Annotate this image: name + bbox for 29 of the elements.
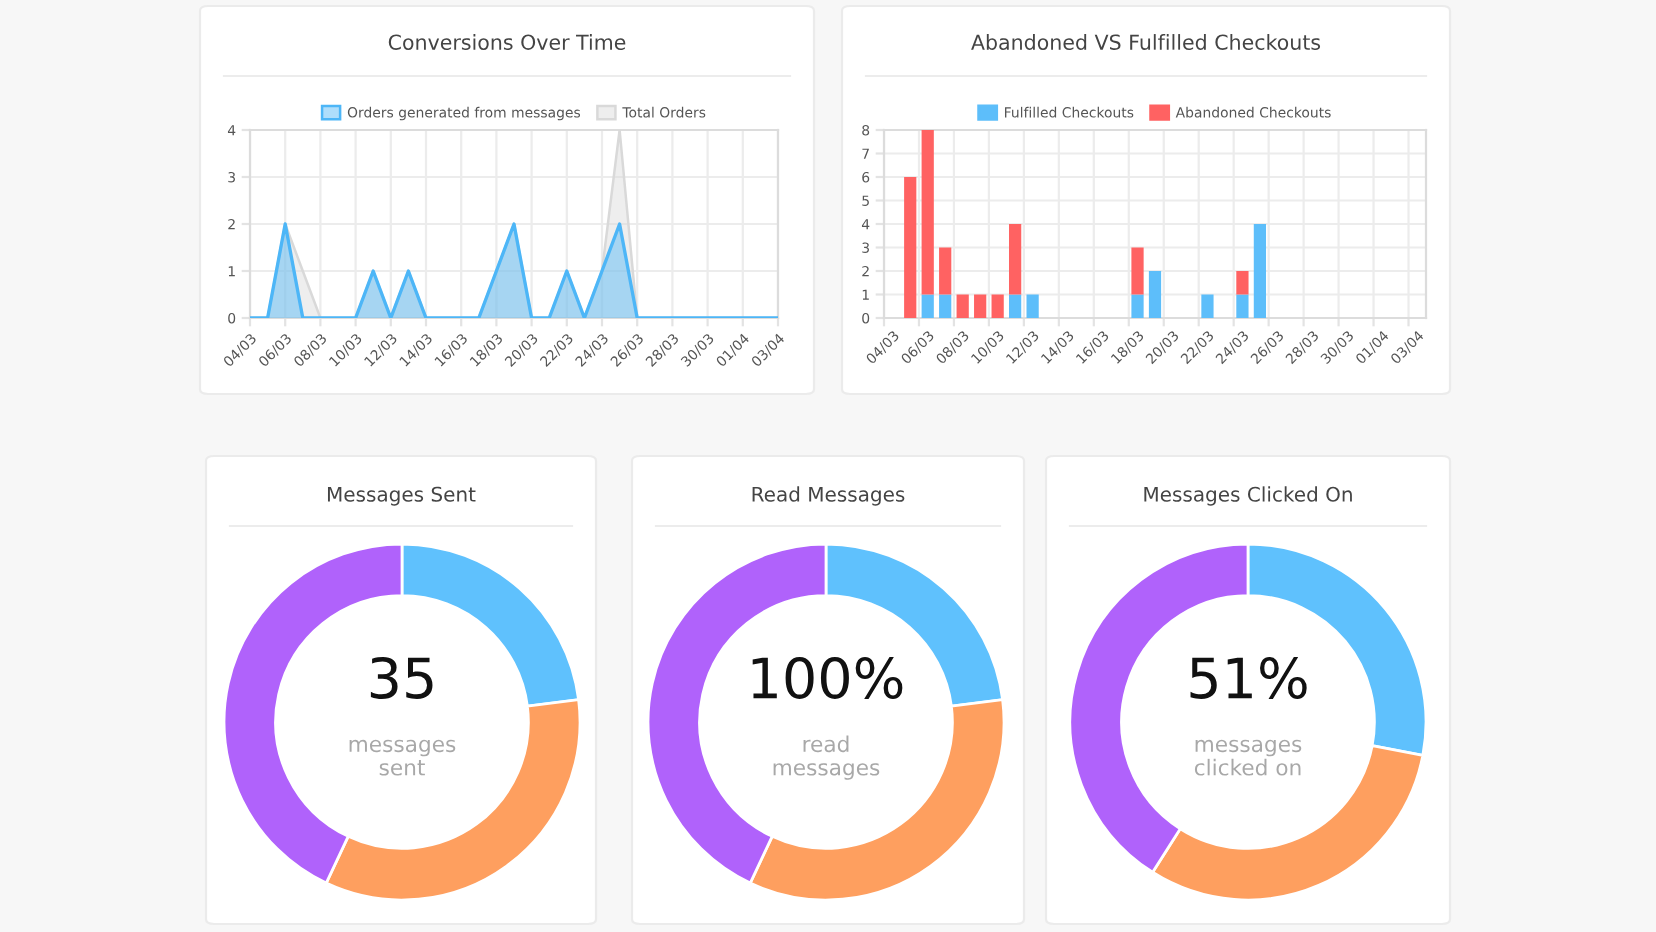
bar xyxy=(1009,224,1022,295)
bar xyxy=(939,294,952,318)
bar xyxy=(1201,294,1214,318)
text: 100% xyxy=(752,656,903,699)
bar xyxy=(1131,294,1144,318)
chart-title: Messages Sent xyxy=(327,486,476,506)
bar xyxy=(939,247,952,295)
chart-title: Abandoned VS Fulfilled Checkouts xyxy=(971,34,1321,50)
bar xyxy=(1026,294,1039,318)
chart-title: Conversions Over Time xyxy=(388,34,626,50)
text: read messages xyxy=(773,735,880,780)
bar xyxy=(1009,294,1022,318)
bar xyxy=(974,294,987,318)
text: messages sent xyxy=(349,739,456,776)
bar xyxy=(1253,224,1267,318)
bar xyxy=(1236,294,1249,318)
bar xyxy=(1236,271,1249,295)
text: messages clicked on xyxy=(1194,739,1302,776)
chart-title: Read Messages xyxy=(752,486,905,506)
chart-title: Messages Clicked On xyxy=(1144,486,1352,506)
bar xyxy=(1131,247,1144,295)
bar xyxy=(956,294,969,318)
bar xyxy=(904,177,917,318)
text: 51% xyxy=(1190,656,1307,699)
bar xyxy=(1148,271,1162,318)
bar xyxy=(921,130,934,295)
bar xyxy=(921,294,934,318)
bar xyxy=(991,294,1004,318)
text: 35 xyxy=(370,656,433,699)
